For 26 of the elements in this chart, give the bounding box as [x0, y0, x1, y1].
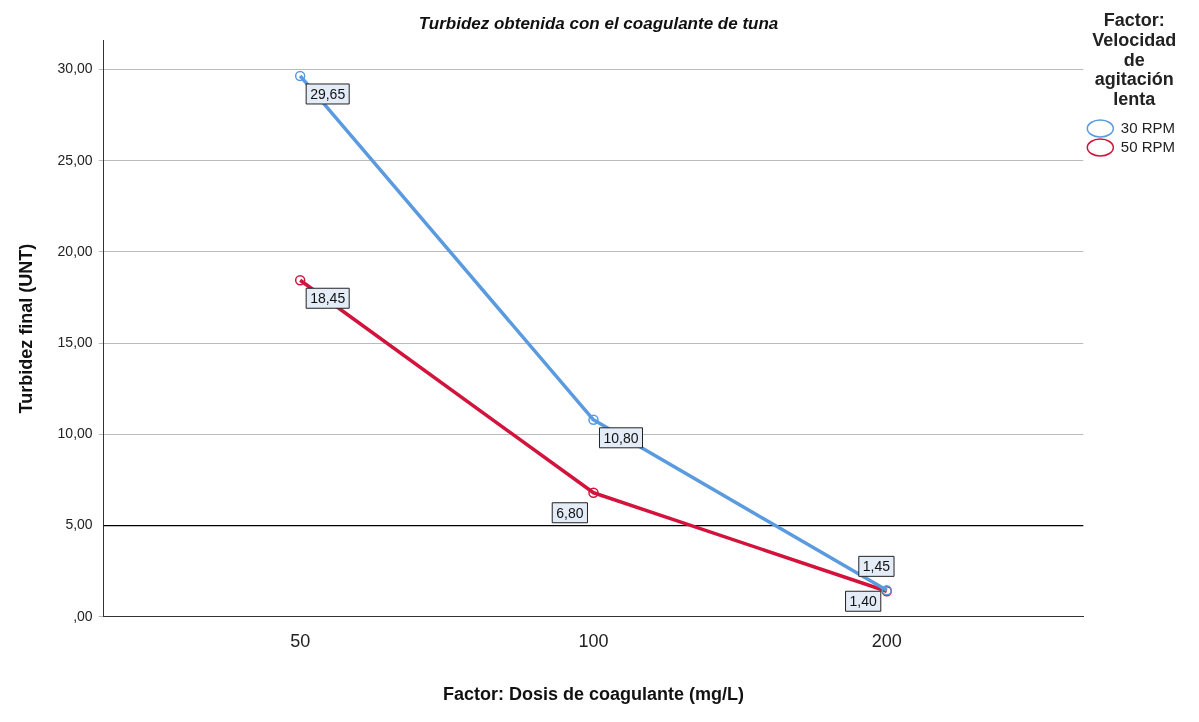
data-label: 1,45: [862, 558, 891, 575]
data-label: 10,80: [603, 429, 639, 446]
point: [294, 275, 306, 286]
x-tick-label: 100: [578, 630, 609, 651]
data-label: 29,65: [310, 85, 346, 102]
y-tick-label: 20,00: [57, 242, 93, 259]
x-axis-title: Factor: Dosis de coagulante (mg/L): [442, 684, 744, 705]
y-tick-label: 30,00: [57, 60, 93, 77]
y-axis-title: Turbidez final (UNT): [15, 243, 36, 414]
y-tick-label: 5,00: [65, 516, 93, 533]
chart-title: Turbidez obtenida con el coagulante de tuna: [418, 13, 779, 33]
point: [588, 487, 599, 499]
legend-label: 30 RPM: [1120, 118, 1175, 136]
y-tick-label: 10,00: [57, 425, 93, 442]
data-label: 18,45: [310, 290, 346, 307]
data-label: 1,40: [849, 593, 878, 610]
y-tick-label: ,00: [73, 607, 93, 624]
legend-title: Factor: Velocidad de agitación lenta: [1092, 9, 1177, 110]
point: [294, 70, 306, 82]
data-label: 6,80: [556, 504, 584, 521]
legend-label: 50 RPM: [1120, 137, 1175, 155]
x-tick-label: 200: [871, 630, 902, 651]
x-tick-label: 50: [290, 630, 311, 651]
point: [588, 414, 599, 426]
y-tick-label: 25,00: [57, 151, 93, 168]
y-tick-label: 15,00: [57, 334, 93, 351]
